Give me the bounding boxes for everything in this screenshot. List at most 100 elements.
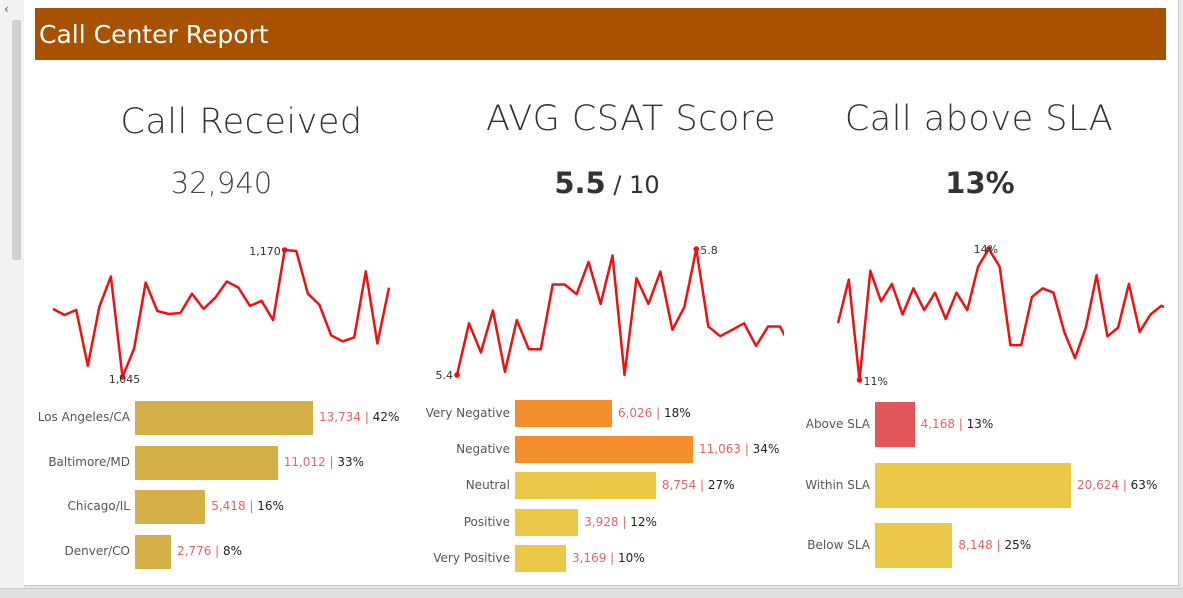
bar-value-label: 20,624 | 63% bbox=[1077, 478, 1157, 492]
kpi-title-sla: Call above SLA bbox=[844, 99, 1114, 139]
bar-value-number: 11,063 bbox=[699, 441, 741, 456]
bar[interactable] bbox=[135, 401, 313, 435]
sparkline-min-label: 1,045 bbox=[109, 373, 141, 386]
sparkline-min-point bbox=[454, 372, 460, 378]
sparkline-max-label: 14% bbox=[974, 243, 998, 256]
bar-value-percent: 42% bbox=[372, 410, 400, 424]
bar[interactable] bbox=[875, 402, 915, 447]
bar-category-label: Above SLA bbox=[805, 416, 870, 431]
bar-value-label: 5,418 | 16% bbox=[211, 499, 284, 513]
kpi-title-calls: Call Received bbox=[120, 102, 363, 142]
bar[interactable] bbox=[875, 463, 1071, 508]
bar-value-percent: 16% bbox=[257, 499, 284, 513]
bar[interactable] bbox=[135, 490, 206, 524]
kpi-value-csat-suffix: / 10 bbox=[605, 171, 660, 199]
bar-value-separator: | bbox=[652, 405, 664, 420]
bar-value-number: 11,012 bbox=[283, 455, 326, 469]
vertical-scrollbar[interactable] bbox=[12, 20, 21, 260]
kpi-value-calls-text: 32,940 bbox=[170, 166, 273, 200]
report-title: Call Center Report bbox=[39, 19, 269, 49]
sparkline-path bbox=[52, 248, 391, 379]
bar-value-separator: | bbox=[992, 537, 1005, 552]
bar-value-percent: 12% bbox=[630, 514, 657, 529]
bar[interactable] bbox=[135, 446, 278, 480]
sparkline-min-point bbox=[856, 377, 863, 383]
sparkline-csat: 5.8 5.4 bbox=[436, 244, 784, 382]
bar-value-percent: 27% bbox=[707, 477, 735, 492]
bar-value-number: 8,754 bbox=[661, 477, 697, 492]
bar-value-separator: | bbox=[211, 544, 223, 558]
kpi-title-csat: AVG CSAT Score bbox=[486, 99, 776, 139]
bar-value-percent: 33% bbox=[337, 455, 365, 469]
bar-category-label: Denver/CO bbox=[64, 544, 130, 558]
bar-value-label: 8,754 | 27% bbox=[662, 478, 735, 492]
kpi-value-calls: 32,940 bbox=[64, 166, 379, 200]
bar-category-label: Within SLA bbox=[805, 477, 870, 492]
bar-category-label: Below SLA bbox=[807, 537, 870, 552]
sparkline-max-point bbox=[281, 247, 288, 253]
bar-value-percent: 18% bbox=[663, 405, 691, 420]
bar-value-number: 8,148 bbox=[958, 537, 993, 552]
kpi-value-sla: 13% bbox=[814, 166, 1146, 200]
report-header: Call Center Report bbox=[35, 8, 1166, 60]
bar[interactable] bbox=[515, 400, 612, 427]
sparkline-calls: 1,170 1,045 bbox=[52, 245, 391, 386]
bar-value-percent: 13% bbox=[966, 416, 994, 431]
bar-value-number: 5,418 bbox=[211, 499, 246, 513]
sparkline-path bbox=[455, 247, 784, 377]
bar-value-separator: | bbox=[245, 499, 258, 513]
bar-value-separator: | bbox=[618, 514, 631, 529]
bar-value-label: 3,928 | 12% bbox=[584, 515, 657, 529]
sheet-tabs-bar[interactable] bbox=[0, 588, 1183, 598]
sparkline-max-label: 1,170 bbox=[249, 245, 281, 258]
bar-category-label: Very Negative bbox=[425, 405, 510, 420]
bar[interactable] bbox=[135, 535, 171, 569]
sparkline-path bbox=[836, 247, 1164, 382]
bar-value-label: 3,169 | 10% bbox=[572, 551, 645, 565]
bar-value-label: 13,734 | 42% bbox=[319, 410, 399, 424]
bar[interactable] bbox=[515, 436, 693, 463]
bar-value-number: 13,734 bbox=[319, 410, 361, 424]
sparkline-min-label: 11% bbox=[864, 375, 888, 388]
bar-value-number: 6,026 bbox=[617, 405, 653, 420]
kpi-value-sla-text: 13% bbox=[945, 166, 1015, 200]
bar-category-label: Neutral bbox=[465, 477, 510, 492]
bar-value-percent: 34% bbox=[752, 441, 780, 456]
bar-value-label: 8,148 | 25% bbox=[958, 538, 1031, 552]
bar-value-separator: | bbox=[696, 477, 708, 492]
bar-value-label: 11,012 | 33% bbox=[284, 455, 364, 469]
bar-category-label: Negative bbox=[456, 441, 510, 456]
bar-category-label: Positive bbox=[463, 514, 510, 529]
bar-value-label: 2,776 | 8% bbox=[177, 544, 242, 558]
kpi-value-csat: 5.5 / 10 bbox=[434, 166, 780, 200]
sparkline-sla: 14% 11% bbox=[836, 243, 1164, 388]
bar-value-label: 6,026 | 18% bbox=[618, 406, 691, 420]
sparkline-max-point bbox=[986, 246, 992, 252]
bar-value-percent: 10% bbox=[618, 550, 645, 565]
bar-value-percent: 25% bbox=[1004, 537, 1032, 552]
bar-category-label: Very Positive bbox=[433, 550, 510, 565]
dashboard-canvas: Call Center Report Call Received 32,940 … bbox=[24, 0, 1179, 586]
bar-value-percent: 63% bbox=[1130, 477, 1158, 492]
bar-value-number: 3,928 bbox=[584, 514, 619, 529]
bar-value-number: 4,168 bbox=[920, 416, 955, 431]
bar-value-separator: | bbox=[606, 550, 619, 565]
bar-value-percent: 8% bbox=[223, 544, 243, 558]
bar-value-number: 3,169 bbox=[571, 550, 607, 565]
bar[interactable] bbox=[515, 509, 579, 536]
bar-value-separator: | bbox=[1119, 477, 1131, 492]
bar[interactable] bbox=[515, 545, 566, 572]
bar-value-separator: | bbox=[325, 455, 338, 469]
bar[interactable] bbox=[515, 472, 656, 499]
collapse-arrow-icon[interactable]: ‹ bbox=[4, 2, 9, 16]
bar-value-separator: | bbox=[954, 416, 967, 431]
sparkline-max-point bbox=[693, 246, 700, 252]
kpi-value-csat-number: 5.5 bbox=[554, 166, 606, 200]
bar-category-label: Baltimore/MD bbox=[48, 455, 130, 469]
sparkline-max-label: 5.8 bbox=[700, 244, 718, 257]
bar-value-separator: | bbox=[361, 410, 373, 424]
sparkline-min-point bbox=[119, 374, 126, 380]
bar-value-separator: | bbox=[741, 441, 753, 456]
bar[interactable] bbox=[875, 523, 953, 568]
bar-value-label: 4,168 | 13% bbox=[921, 417, 994, 431]
